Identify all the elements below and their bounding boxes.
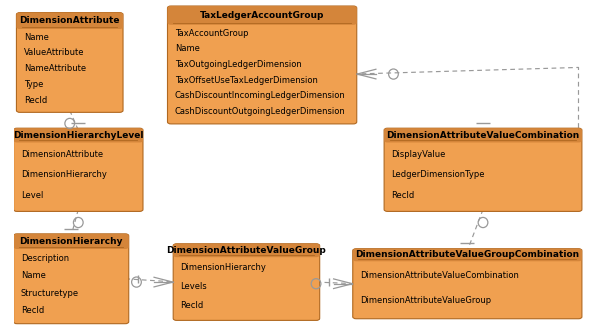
Text: RecId: RecId <box>21 306 44 315</box>
Text: DimensionAttributeValueCombination: DimensionAttributeValueCombination <box>360 271 519 280</box>
Text: TaxOffsetUseTaxLedgerDimension: TaxOffsetUseTaxLedgerDimension <box>175 76 318 85</box>
Bar <box>177 251 315 255</box>
Text: DimensionAttribute: DimensionAttribute <box>21 150 103 159</box>
FancyBboxPatch shape <box>16 13 123 112</box>
FancyBboxPatch shape <box>14 128 143 143</box>
FancyBboxPatch shape <box>384 128 582 211</box>
Text: Description: Description <box>21 254 69 263</box>
Text: DimensionHierarchyLevel: DimensionHierarchyLevel <box>13 131 143 140</box>
FancyBboxPatch shape <box>167 6 357 25</box>
Text: ValueAttribute: ValueAttribute <box>24 49 84 58</box>
FancyBboxPatch shape <box>14 234 129 324</box>
Text: LedgerDimensionType: LedgerDimensionType <box>391 170 485 179</box>
Bar <box>20 21 119 27</box>
Text: CashDiscountOutgoingLedgerDimension: CashDiscountOutgoingLedgerDimension <box>175 107 346 116</box>
Text: Type: Type <box>24 80 43 89</box>
Text: DimensionHierarchy: DimensionHierarchy <box>181 263 267 272</box>
Text: Levels: Levels <box>181 282 207 291</box>
Text: Name: Name <box>24 33 49 42</box>
FancyBboxPatch shape <box>167 6 357 124</box>
Bar <box>357 255 578 259</box>
Bar <box>17 242 125 247</box>
Text: DisplayValue: DisplayValue <box>391 150 446 159</box>
FancyBboxPatch shape <box>16 13 123 29</box>
FancyBboxPatch shape <box>353 249 582 261</box>
Text: DimensionAttributeValueGroupCombination: DimensionAttributeValueGroupCombination <box>355 250 579 259</box>
Text: DimensionHierarchy: DimensionHierarchy <box>21 170 107 179</box>
Bar <box>172 16 353 23</box>
Text: CashDiscountIncomingLedgerDimension: CashDiscountIncomingLedgerDimension <box>175 92 346 101</box>
Text: RecId: RecId <box>24 96 47 105</box>
FancyBboxPatch shape <box>384 128 582 143</box>
Bar <box>17 136 139 141</box>
Text: DimensionAttributeValueGroup: DimensionAttributeValueGroup <box>360 296 491 305</box>
FancyBboxPatch shape <box>14 128 143 211</box>
Text: RecId: RecId <box>391 191 415 200</box>
Text: DimensionAttributeValueCombination: DimensionAttributeValueCombination <box>386 131 580 140</box>
Bar <box>388 136 578 141</box>
FancyBboxPatch shape <box>173 244 320 320</box>
Text: TaxOutgoingLedgerDimension: TaxOutgoingLedgerDimension <box>175 60 302 69</box>
Text: DimensionAttributeValueGroup: DimensionAttributeValueGroup <box>167 246 326 255</box>
Text: TaxLedgerAccountGroup: TaxLedgerAccountGroup <box>200 11 324 20</box>
FancyBboxPatch shape <box>14 234 129 249</box>
Text: NameAttribute: NameAttribute <box>24 64 86 73</box>
Text: Name: Name <box>21 271 46 280</box>
Text: Structuretype: Structuretype <box>21 288 79 298</box>
Text: TaxAccountGroup: TaxAccountGroup <box>175 29 249 38</box>
FancyBboxPatch shape <box>173 244 320 257</box>
Text: DimensionAttribute: DimensionAttribute <box>19 16 120 25</box>
FancyBboxPatch shape <box>353 249 582 319</box>
Text: RecId: RecId <box>181 301 204 310</box>
Text: DimensionHierarchy: DimensionHierarchy <box>19 237 123 246</box>
Text: Name: Name <box>175 44 200 53</box>
Text: Level: Level <box>21 191 43 200</box>
